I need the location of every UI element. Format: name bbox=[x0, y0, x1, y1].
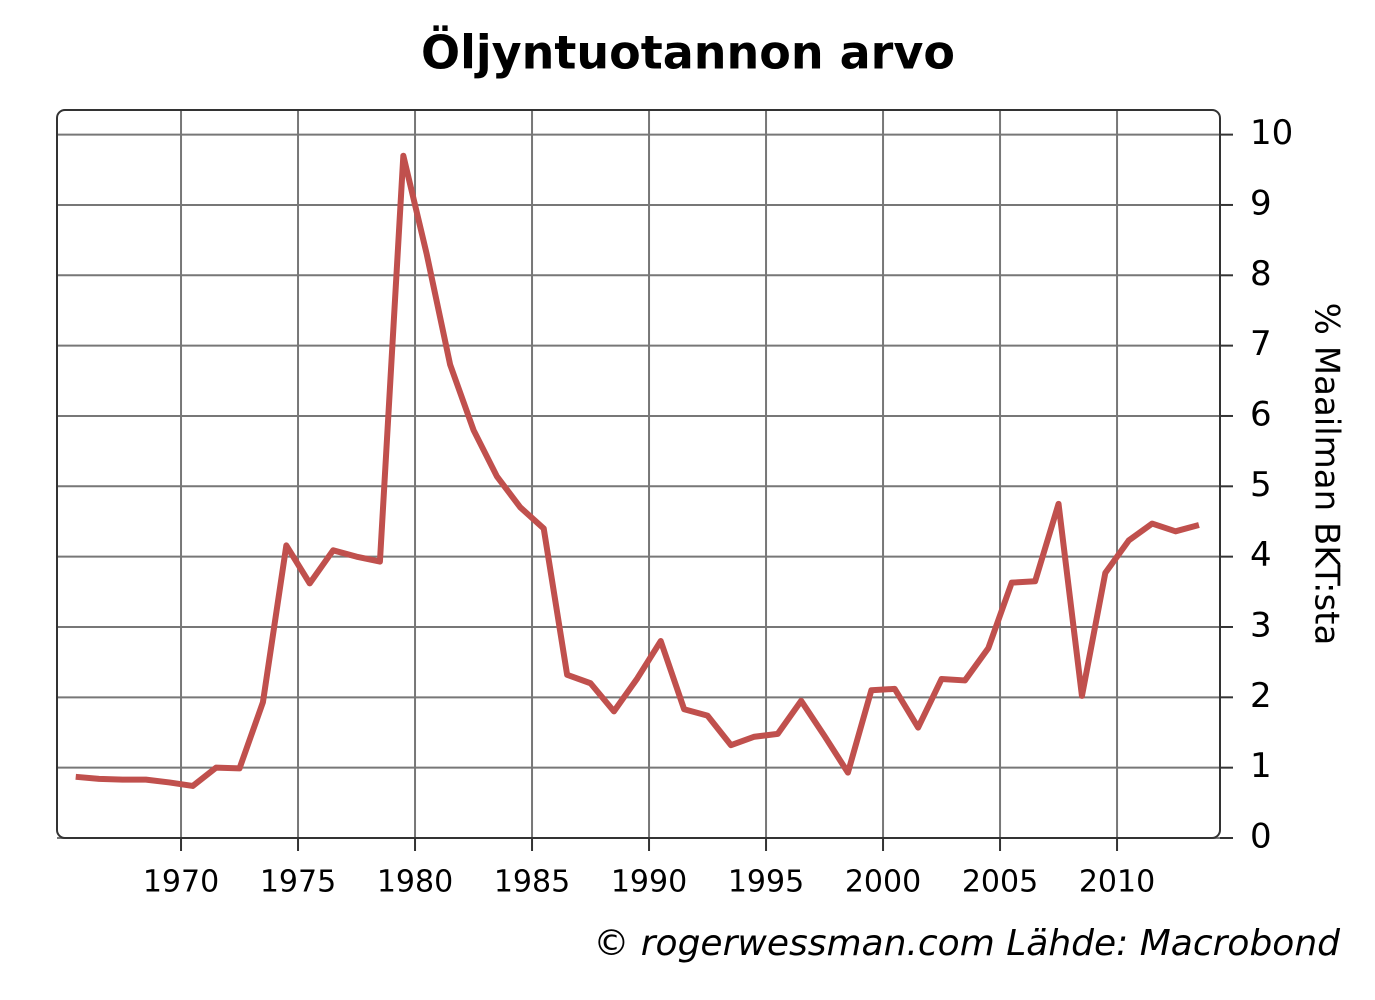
source: © rogerwessman.com Lähde: Macrobond bbox=[593, 923, 1341, 964]
y-tick-label: 7 bbox=[1250, 324, 1272, 364]
y-axis-label: % Maailman BKT:sta bbox=[1307, 303, 1347, 646]
chart-title: Öljyntuotannon arvo bbox=[421, 26, 955, 80]
line bbox=[75, 152, 1200, 789]
y-tick-label: 2 bbox=[1250, 676, 1272, 716]
y-tick-label: 1 bbox=[1250, 746, 1272, 786]
x-tick-label: 1985 bbox=[494, 865, 570, 900]
plot-frame bbox=[56, 109, 1221, 839]
x-tick-label: 1995 bbox=[728, 865, 804, 900]
y-tick-label: 4 bbox=[1250, 535, 1272, 575]
x-tick-label: 2005 bbox=[962, 865, 1038, 900]
y-tick-label: 9 bbox=[1250, 183, 1272, 223]
x-tick-label: 1975 bbox=[260, 865, 336, 900]
x-tick-label: 1980 bbox=[377, 865, 453, 900]
y-tick-label: 10 bbox=[1250, 113, 1293, 153]
y-tick-label: 0 bbox=[1250, 817, 1272, 857]
y-tick-label: 6 bbox=[1250, 394, 1272, 434]
y-tick-label: 8 bbox=[1250, 254, 1272, 294]
x-tick-label: 2000 bbox=[845, 865, 921, 900]
y-tick-label: 3 bbox=[1250, 605, 1272, 645]
x-tick-label: 2010 bbox=[1079, 865, 1155, 900]
x-tick-label: 1990 bbox=[611, 865, 687, 900]
x-tick-label: 1970 bbox=[143, 865, 219, 900]
y-tick-label: 5 bbox=[1250, 465, 1272, 505]
